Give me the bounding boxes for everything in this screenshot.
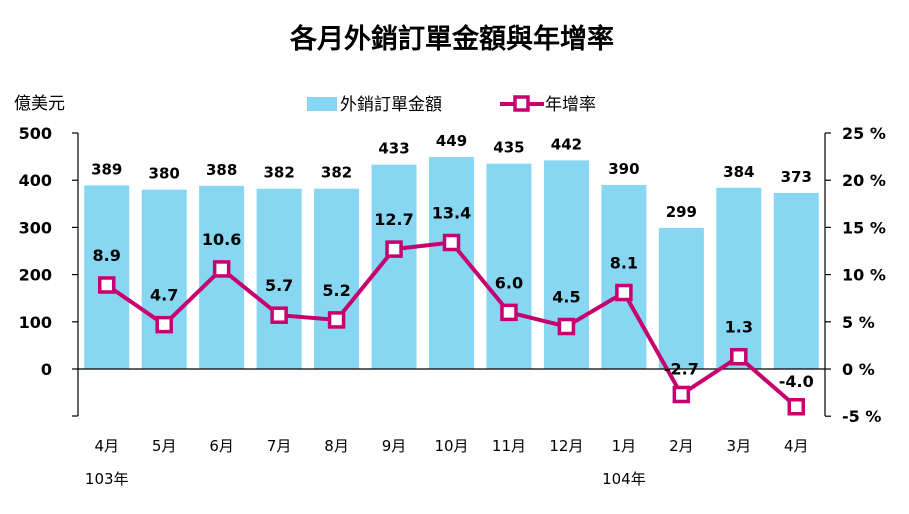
x-category-label: 3月: [727, 437, 752, 455]
line-data-label: 1.3: [725, 318, 753, 337]
x-category-label: 7月: [267, 437, 292, 455]
line-data-label: 4.5: [552, 288, 580, 307]
y-right-tick-label: 20 %: [842, 171, 886, 190]
line-marker: [385, 240, 403, 258]
bar-data-label: 382: [263, 164, 294, 182]
bar-data-label: 299: [666, 203, 697, 221]
y-left-tick-label: 100: [19, 313, 52, 332]
line-marker: [500, 303, 518, 322]
y-right-tick-label: 5 %: [842, 313, 875, 332]
line-marker: [787, 398, 806, 416]
x-category-label: 12月: [549, 437, 583, 455]
bar-data-label: 373: [781, 168, 812, 186]
bar-data-label: 388: [206, 161, 237, 179]
line-marker: [270, 306, 288, 324]
x-category-label: 5月: [152, 437, 177, 455]
bar: [716, 187, 762, 369]
y-left-tick-label: 300: [19, 218, 52, 237]
x-category-label: 4月: [94, 437, 119, 455]
x-category-label: 4月: [784, 437, 809, 455]
y-right-tick-label: 10 %: [842, 266, 886, 285]
bar: [773, 192, 819, 369]
y-left-tick-label: 200: [19, 266, 52, 285]
plot-area: 500 400 300 200 100 0 25 % 20 % 15 % 10 % 5 % 0 % -5…: [19, 124, 886, 488]
x-category-label: 9月: [382, 437, 407, 455]
bar-data-label: 389: [91, 160, 122, 178]
line-data-label: -4.0: [779, 372, 814, 391]
bar: [256, 188, 302, 369]
legend-line-marker: [513, 95, 530, 112]
y-right-tick-label: 25 %: [842, 124, 886, 143]
y-left-tick-label: 0: [41, 360, 52, 379]
x-year-label: 103年: [85, 470, 129, 488]
line-data-label: 8.1: [610, 254, 638, 273]
y-left-unit: 億美元: [14, 94, 65, 114]
bar-data-label: 435: [493, 139, 524, 157]
y-right-tick-label: 15 %: [842, 218, 886, 237]
y-left-tick-label: 400: [19, 171, 52, 190]
bar: [658, 227, 704, 369]
chart-title: 各月外銷訂單金額與年增率: [289, 23, 614, 55]
line-data-label: 4.7: [150, 286, 178, 305]
line-data-label: 8.9: [93, 246, 121, 265]
legend-line-label: 年增率: [545, 95, 596, 115]
x-category-label: 2月: [669, 437, 694, 455]
x-category-label: 6月: [209, 437, 234, 455]
legend-bar-label: 外銷訂單金額: [340, 95, 442, 115]
bar: [314, 188, 360, 369]
line-marker: [615, 283, 633, 302]
line-data-label: 10.6: [202, 230, 241, 249]
y-right-tick-label: 0 %: [842, 360, 875, 379]
line-marker: [672, 385, 691, 404]
line-marker: [155, 315, 173, 334]
line-data-label: 5.2: [322, 281, 350, 300]
line-data-label: 13.4: [432, 204, 471, 223]
x-category-label: 8月: [324, 437, 349, 455]
bar-data-label: 390: [608, 160, 639, 178]
line-marker: [97, 276, 116, 294]
line-data-label: 6.0: [495, 273, 523, 292]
y-right-tick-label: -5 %: [842, 407, 881, 426]
bar-data-label: 384: [723, 163, 754, 181]
line-marker: [730, 347, 748, 366]
legend-bar-swatch: [307, 97, 337, 111]
line-data-label: -2.7: [664, 359, 699, 378]
line-data-label: 5.7: [265, 276, 293, 295]
bar-data-label: 449: [436, 132, 467, 150]
bar-data-label: 442: [551, 135, 582, 153]
line-marker: [212, 260, 231, 278]
bar: [543, 160, 589, 369]
y-left-tick-label: 500: [19, 124, 52, 143]
legend: 外銷訂單金額 年增率: [307, 95, 596, 115]
bar-data-label: 433: [378, 140, 409, 158]
x-category-label: 11月: [492, 437, 526, 455]
line-marker: [557, 317, 576, 336]
bar: [486, 163, 532, 369]
line-marker: [327, 311, 346, 329]
x-category-label: 10月: [434, 437, 468, 455]
line-data-label: 12.7: [374, 210, 413, 229]
x-year-label: 104年: [602, 470, 646, 488]
bar: [601, 184, 647, 369]
bar-data-label: 380: [149, 165, 180, 183]
bar-data-label: 382: [321, 164, 352, 182]
x-category-label: 1月: [612, 437, 637, 455]
line-marker: [442, 233, 461, 252]
bar: [141, 189, 187, 369]
